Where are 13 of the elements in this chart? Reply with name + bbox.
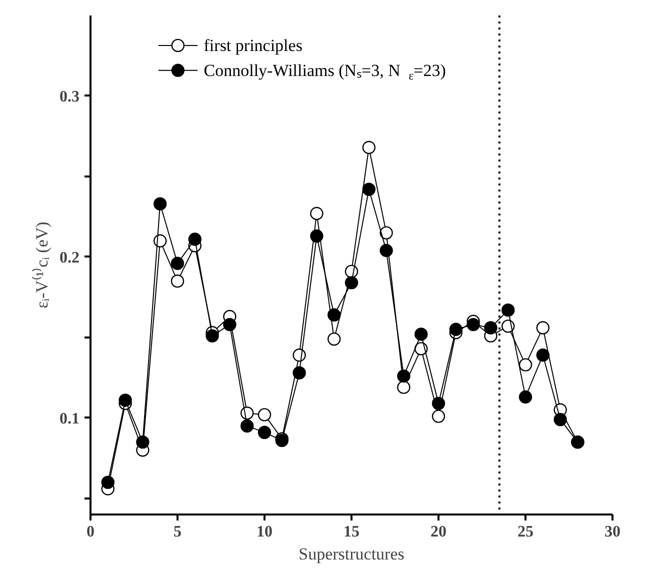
x-tick-label: 0 xyxy=(86,524,94,540)
x-tick-label: 5 xyxy=(174,524,182,540)
x-tick-label: 15 xyxy=(344,524,360,540)
x-tick-label: 20 xyxy=(430,524,446,540)
y-tick-label: 0.2 xyxy=(60,249,80,266)
x-tick-label: 30 xyxy=(604,524,620,540)
x-axis-title: Superstructures xyxy=(298,544,404,564)
legend-label: first principles xyxy=(204,36,302,55)
x-tick-label: 25 xyxy=(518,524,534,540)
y-tick-label: 0.1 xyxy=(60,410,80,428)
y-tick-label: 0.3 xyxy=(60,88,80,106)
x-tick-label: 10 xyxy=(256,524,272,540)
y-axis-title: εᵢ-V⁽¹⁾cᵢ (eV) xyxy=(32,222,52,308)
